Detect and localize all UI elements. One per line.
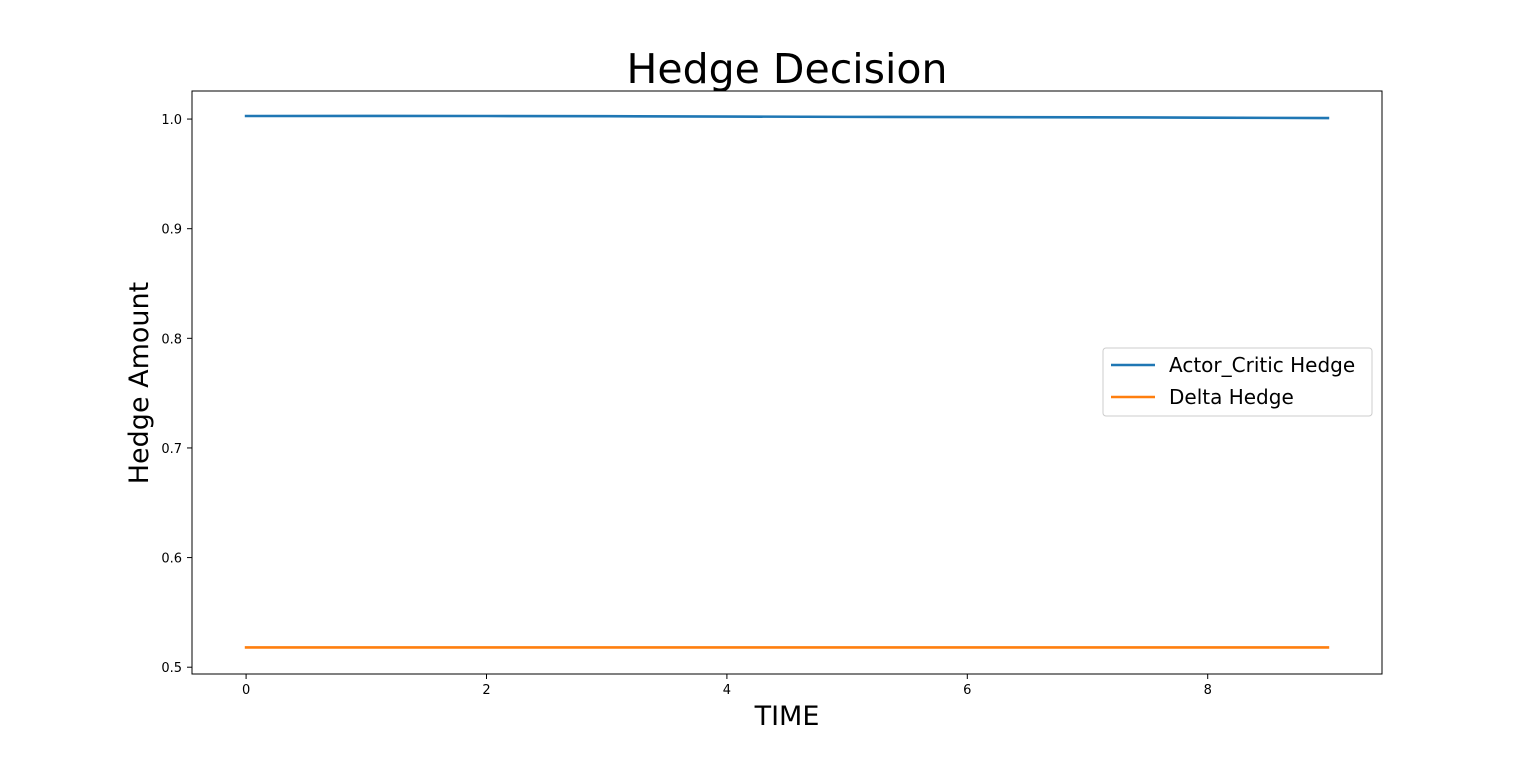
x-tick-label: 0 <box>242 683 250 698</box>
x-axis-label: TIME <box>754 701 820 732</box>
y-tick-label: 0.8 <box>161 332 182 347</box>
legend-label: Delta Hedge <box>1169 385 1294 409</box>
plot-area <box>244 114 1330 649</box>
x-tick-label: 2 <box>482 683 490 698</box>
legend-box <box>1102 347 1373 417</box>
y-tick-label: 0.7 <box>161 442 182 457</box>
series-line-1 <box>244 114 1330 120</box>
y-tick-label: 0.6 <box>161 552 182 567</box>
x-tick-label: 8 <box>1204 683 1212 698</box>
y-tick-label: 1.0 <box>161 113 182 128</box>
axes: 0 2 4 6 8 0.5 0.6 0.7 0.8 0.9 1.0 <box>161 90 1383 698</box>
legend: Actor_Critic Hedge Delta Hedge <box>1102 347 1373 417</box>
legend-label: Actor_Critic Hedge <box>1169 353 1355 377</box>
plot-frame <box>191 90 1383 675</box>
x-tick-label: 6 <box>963 683 971 698</box>
y-tick-label: 0.5 <box>161 661 182 676</box>
chart-title: Hedge Decision <box>627 45 948 93</box>
x-tick-label: 4 <box>723 683 731 698</box>
y-axis-label: Hedge Amount <box>124 282 155 485</box>
y-tick-label: 0.9 <box>161 223 182 238</box>
